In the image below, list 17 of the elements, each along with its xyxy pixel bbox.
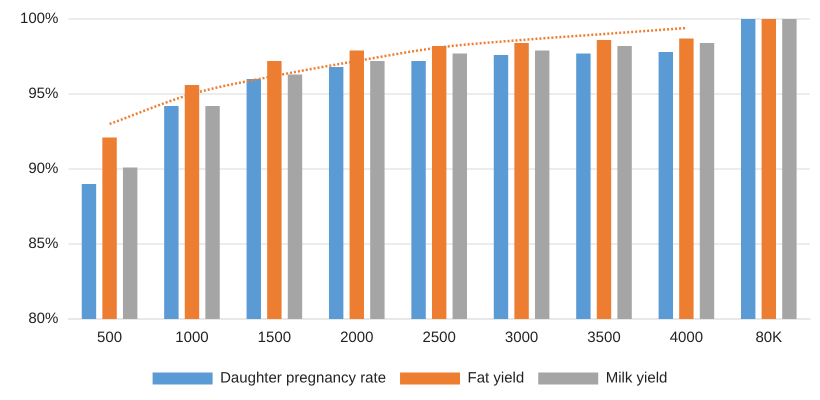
x-tick-label: 80K [755,329,782,346]
legend-label: Daughter pregnancy rate [220,370,386,387]
legend-label: Milk yield [606,370,668,387]
x-tick-label: 2000 [340,329,374,346]
legend-label: Fat yield [468,370,524,387]
y-tick-label: 100% [20,10,58,28]
x-tick-label: 4000 [670,329,704,346]
y-tick-label: 90% [28,160,58,178]
x-tick-label: 3000 [504,329,538,346]
y-tick-label: 80% [28,310,58,328]
x-tick-label: 1000 [175,329,209,346]
y-tick-label: 95% [28,85,58,102]
x-tick-label: 500 [97,329,122,346]
x-tick-label: 2500 [422,329,456,346]
y-tick-label: 85% [28,235,58,252]
x-tick-label: 3500 [587,329,621,346]
x-tick-label: 1500 [258,329,292,346]
